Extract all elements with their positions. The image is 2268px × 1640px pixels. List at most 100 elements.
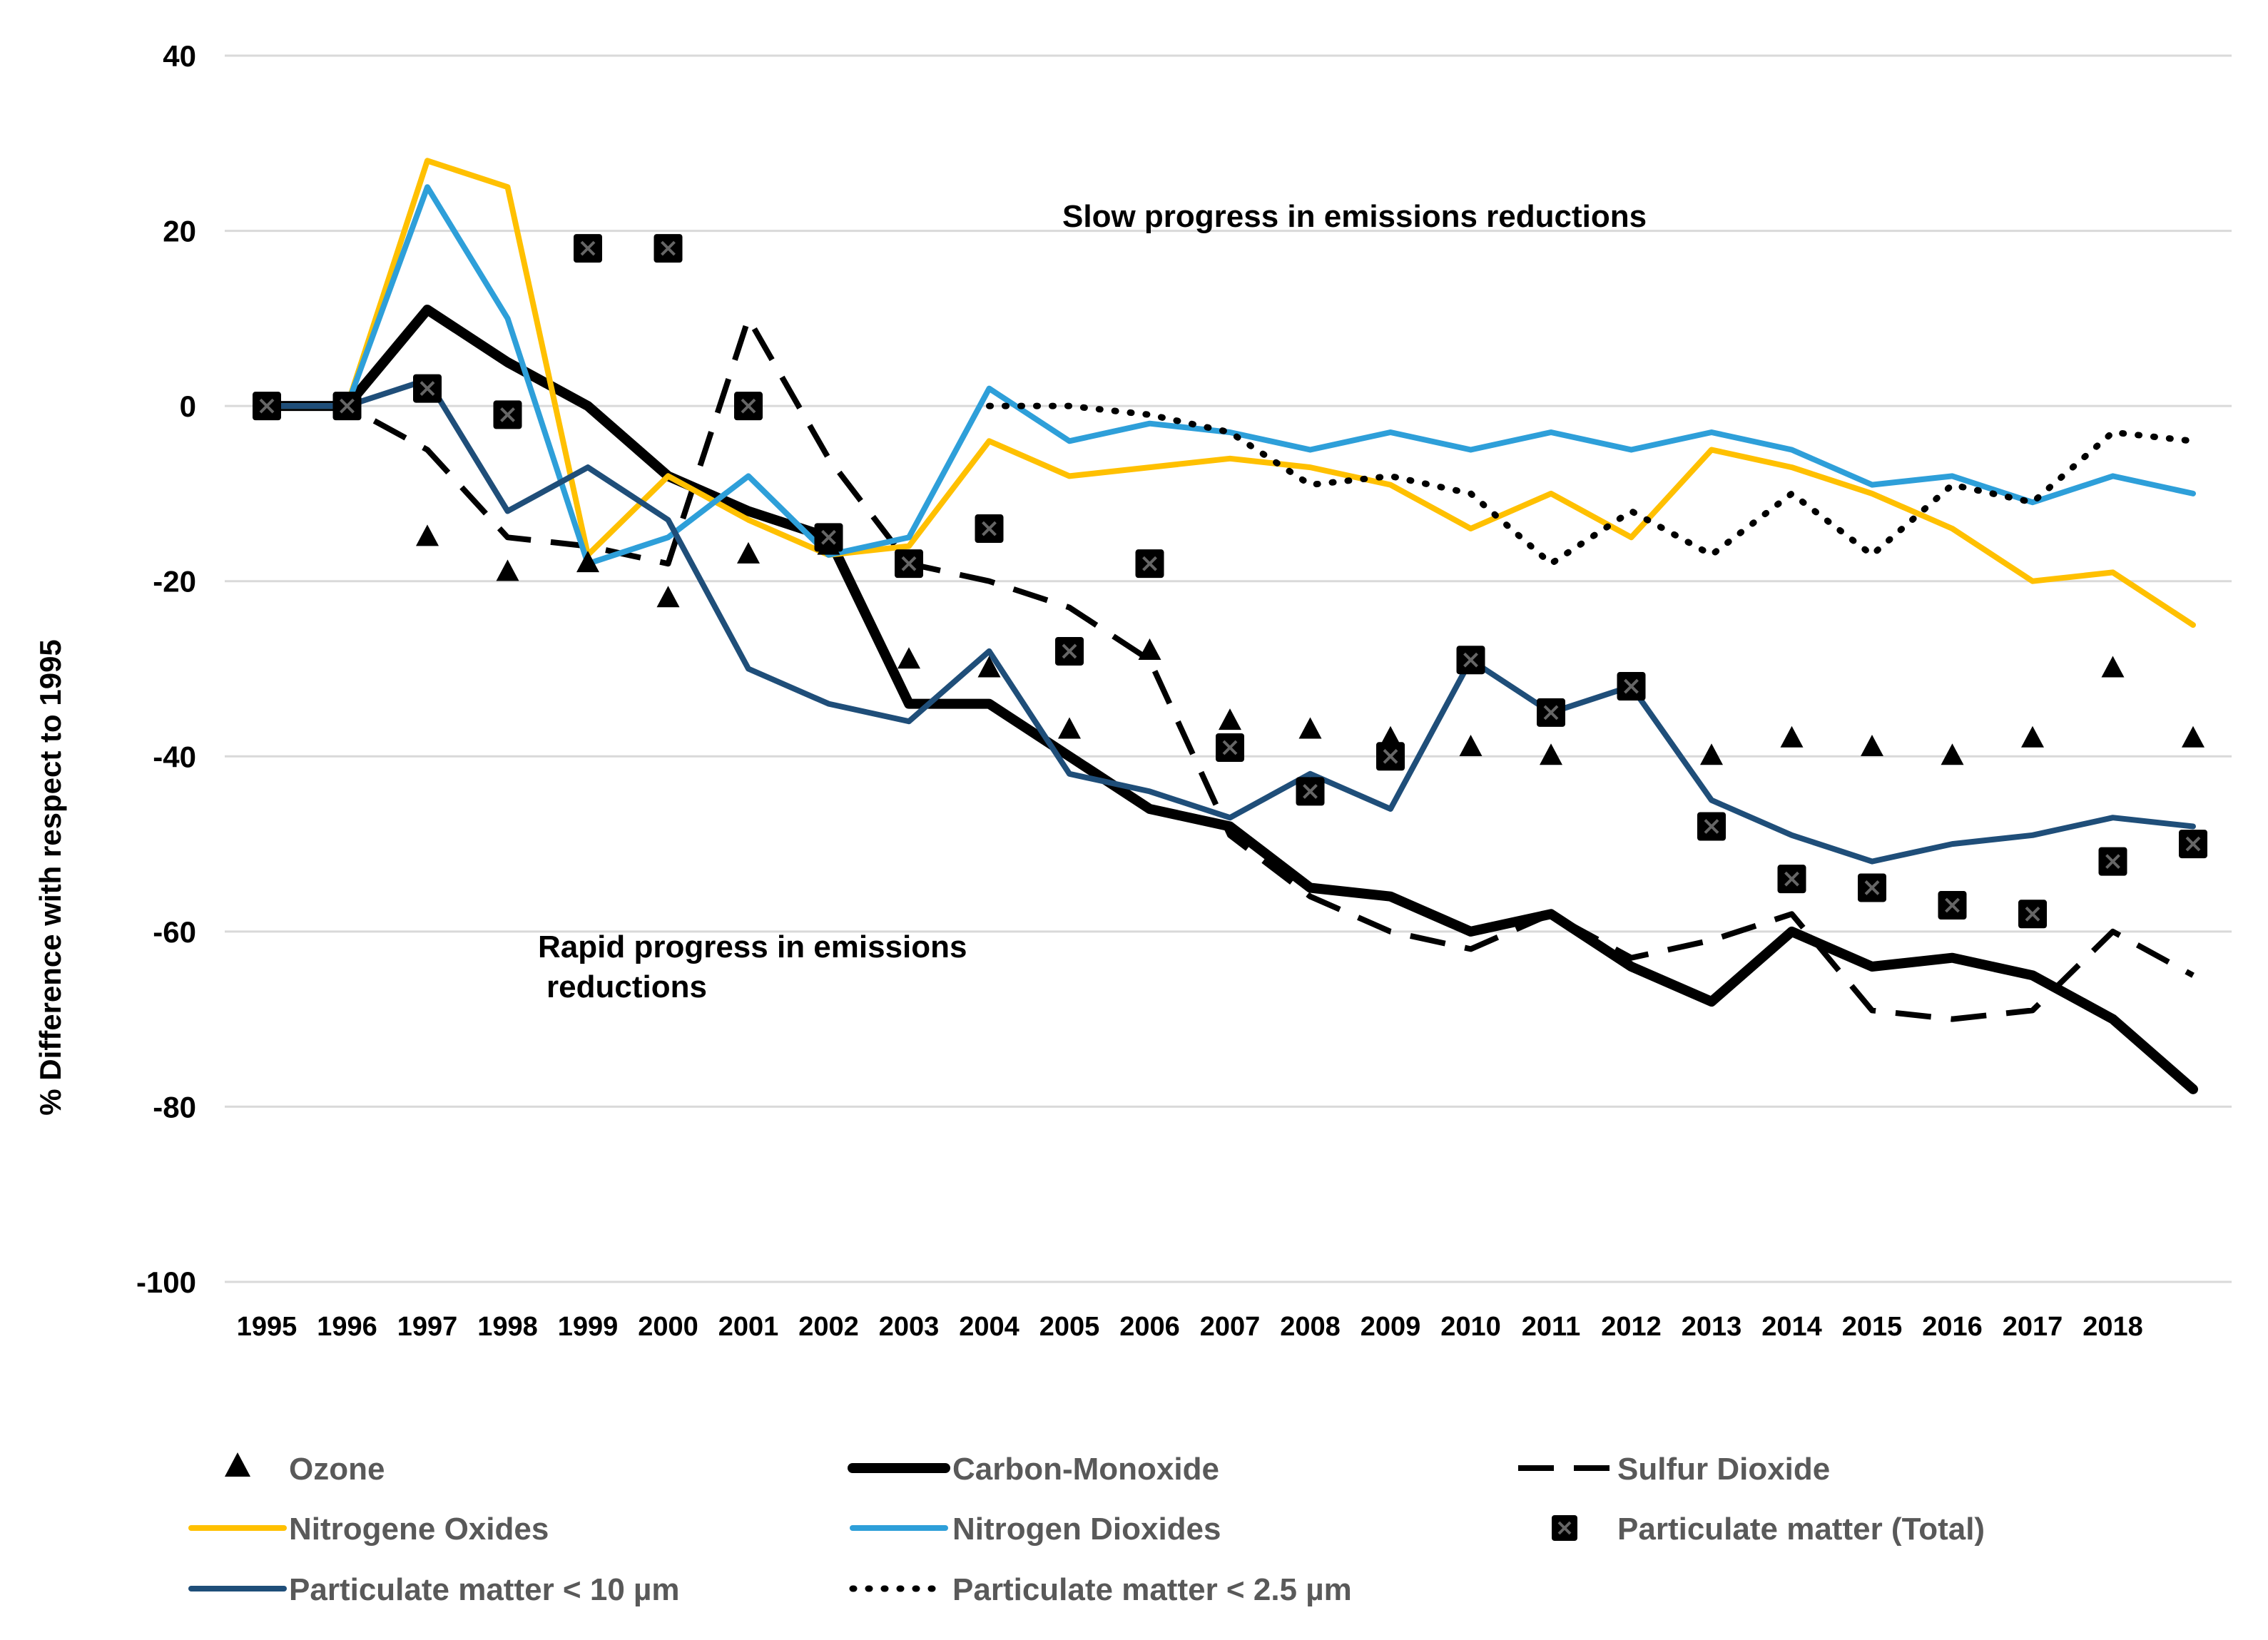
x-tick-label: 2009: [1361, 1312, 1421, 1342]
data-point: [1216, 733, 1244, 763]
marker-cross: [1303, 783, 1318, 799]
data-point: [734, 392, 763, 421]
x-tick-label: 2002: [798, 1312, 859, 1342]
data-point: [1941, 743, 1964, 765]
data-point: [895, 549, 923, 579]
data-point: [2018, 900, 2047, 929]
legend-label: Carbon-Monoxide: [952, 1452, 1219, 1487]
x-tick-label: 1997: [397, 1312, 458, 1342]
x-tick-label: 1995: [237, 1312, 298, 1342]
x-tick-label: 2006: [1119, 1312, 1180, 1342]
data-point: [977, 656, 1001, 678]
data-point: [1617, 672, 1646, 701]
data-point: [1700, 743, 1723, 765]
y-axis-ticks: 40 20 0 -20 -40 -60 -80 -100: [136, 39, 196, 1299]
data-point: [897, 647, 920, 669]
grid: [225, 54, 2232, 1283]
data-point: [1298, 717, 1322, 739]
annotation-slow: Slow progress in emissions reductions: [1062, 199, 1647, 234]
x-tick-label: 2008: [1280, 1312, 1341, 1342]
data-point: [1055, 636, 1084, 666]
x-tick-label: 2011: [1522, 1312, 1580, 1342]
data-point: [975, 514, 1004, 544]
x-tick-label: 2015: [1842, 1312, 1903, 1342]
data-point: [1219, 708, 1241, 730]
y-tick-label: -40: [153, 740, 196, 773]
marker-cross: [580, 240, 596, 256]
y-tick-label: 0: [180, 389, 196, 423]
data-point: [1379, 725, 1402, 748]
data-point: [576, 551, 599, 573]
marker-cross: [1222, 740, 1238, 755]
data-point: [1376, 742, 1405, 771]
x-tick-label: 1996: [317, 1312, 377, 1342]
data-point: [416, 524, 439, 546]
marker-cross: [1463, 652, 1478, 668]
marker-cross: [1945, 897, 1960, 913]
marker-cross: [259, 398, 275, 414]
data-point: [1058, 717, 1081, 739]
marker-cross: [1062, 643, 1077, 659]
data-point: [253, 392, 281, 421]
x-tick-label: 2012: [1601, 1312, 1662, 1342]
data-point: [1858, 873, 1886, 902]
series-particulate-matter-total: [253, 234, 2207, 929]
legend-label: Ozone: [289, 1452, 385, 1487]
marker-cross: [1704, 819, 1719, 834]
marker-cross: [982, 521, 997, 536]
x-tick-label: 2000: [638, 1312, 698, 1342]
legend-item-nitrogene-oxides: Nitrogene Oxides: [188, 1512, 549, 1547]
legend-item-particulate-matter-10-m: Particulate matter < 10 µm: [188, 1572, 680, 1607]
x-tick-label: 2007: [1200, 1312, 1261, 1342]
data-point: [1456, 646, 1485, 675]
legend-item-ozone: Ozone: [225, 1452, 385, 1487]
series-particulate-matter-10-m: [264, 377, 2196, 865]
x-tick-label: 2004: [959, 1312, 1019, 1342]
x-axis-ticks: 1995 1996 1997 1998 1999 2000 2001 2002 2003 2004…: [237, 1312, 2143, 1342]
series: [253, 158, 2207, 1094]
data-point: [2182, 725, 2205, 748]
x-tick-label: 2017: [2003, 1312, 2063, 1342]
data-point: [1861, 735, 1883, 757]
legend: Ozone Carbon-Monoxide Sulfur Dioxide Nitrog…: [188, 1452, 1985, 1607]
legend-label: Particulate matter < 10 µm: [289, 1572, 680, 1607]
marker-cross: [2025, 906, 2040, 922]
series-sulfur-dioxide: [267, 315, 2195, 1022]
data-point: [1540, 743, 1562, 765]
y-tick-label: -20: [153, 565, 196, 599]
marker-cross: [901, 556, 917, 571]
data-point: [814, 523, 843, 552]
marker-cross: [1543, 705, 1559, 720]
x-tick-label: 2014: [1761, 1312, 1822, 1342]
legend-symbol: [225, 1452, 250, 1477]
x-tick-label: 1998: [477, 1312, 538, 1342]
data-point: [2098, 847, 2127, 876]
data-point: [2101, 656, 2125, 678]
data-point: [1537, 698, 1565, 727]
y-tick-label: 40: [163, 39, 196, 73]
marker-cross: [821, 529, 836, 545]
marker-cross: [1383, 748, 1398, 764]
legend-item-sulfur-dioxide: Sulfur Dioxide: [1518, 1452, 1830, 1487]
legend-item-particulate-matter-total: Particulate matter (Total): [1552, 1512, 1985, 1547]
marker-cross: [661, 240, 676, 256]
data-point: [654, 234, 683, 263]
data-point: [1459, 735, 1483, 757]
x-tick-label: 2005: [1039, 1312, 1100, 1342]
series-line: [264, 377, 2196, 865]
data-point: [413, 374, 442, 403]
y-tick-label: -60: [153, 915, 196, 949]
marker-cross: [2105, 854, 2120, 870]
x-tick-label: 2018: [2083, 1312, 2143, 1342]
data-point: [2021, 725, 2044, 748]
series-particulate-matter-2-5-m: [986, 402, 2197, 567]
data-point: [1777, 865, 1806, 894]
legend-item-particulate-matter-2-5-m: Particulate matter < 2.5 µm: [849, 1572, 1352, 1607]
legend-label: Nitrogen Dioxides: [952, 1512, 1221, 1547]
series-line: [267, 315, 2195, 1022]
marker-cross: [2185, 836, 2201, 852]
marker-cross: [1864, 880, 1880, 895]
x-tick-label: 2003: [879, 1312, 940, 1342]
marker-cross: [741, 398, 756, 414]
